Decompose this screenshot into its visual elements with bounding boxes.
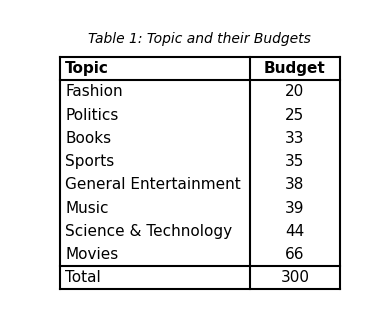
Text: Budget: Budget [264,61,326,76]
Text: 44: 44 [285,224,305,239]
Text: 39: 39 [285,200,305,215]
Text: Politics: Politics [65,108,119,123]
Text: 66: 66 [285,247,305,262]
Text: 38: 38 [285,177,305,192]
Text: Books: Books [65,131,111,146]
Text: Table 1: Topic and their Budgets: Table 1: Topic and their Budgets [88,32,311,46]
Text: Sports: Sports [65,154,114,169]
Text: 33: 33 [285,131,305,146]
Text: Science & Technology: Science & Technology [65,224,232,239]
Text: Total: Total [65,270,101,285]
Text: 20: 20 [285,84,305,99]
Text: General Entertainment: General Entertainment [65,177,241,192]
Text: Music: Music [65,200,109,215]
Text: 300: 300 [280,270,310,285]
Text: 35: 35 [285,154,305,169]
Text: Movies: Movies [65,247,119,262]
Text: Topic: Topic [65,61,109,76]
Text: Fashion: Fashion [65,84,123,99]
Text: 25: 25 [285,108,305,123]
